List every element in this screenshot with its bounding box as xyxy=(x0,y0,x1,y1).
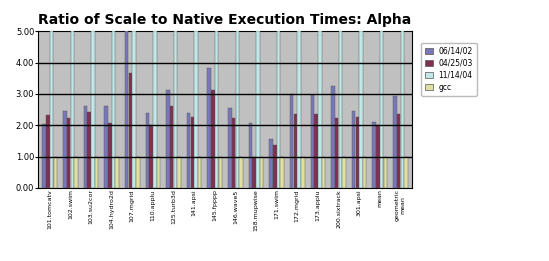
Bar xyxy=(277,31,280,188)
Bar xyxy=(198,157,201,188)
Bar xyxy=(335,118,338,188)
Bar xyxy=(95,157,98,188)
Bar xyxy=(156,157,160,188)
Bar xyxy=(397,114,400,188)
Bar xyxy=(50,31,53,188)
Bar xyxy=(239,157,243,188)
Bar xyxy=(70,31,74,188)
Bar xyxy=(211,90,215,188)
Bar xyxy=(356,117,359,188)
Bar xyxy=(363,157,367,188)
Bar xyxy=(311,95,314,188)
Bar xyxy=(136,157,139,188)
Bar xyxy=(281,157,284,188)
Bar xyxy=(166,90,170,188)
Bar xyxy=(372,122,376,188)
Bar xyxy=(108,123,111,188)
Bar xyxy=(294,114,297,188)
Bar xyxy=(83,106,87,188)
Bar xyxy=(87,112,91,188)
Bar xyxy=(256,31,260,188)
Bar xyxy=(173,31,177,188)
Bar xyxy=(170,105,173,188)
Bar xyxy=(318,31,322,188)
Bar xyxy=(153,31,156,188)
Bar xyxy=(46,115,49,188)
Bar xyxy=(74,157,78,188)
Bar xyxy=(384,157,387,188)
Bar xyxy=(104,106,108,188)
Bar xyxy=(298,31,301,188)
Bar xyxy=(187,113,191,188)
Bar xyxy=(177,157,181,188)
Bar xyxy=(290,94,294,188)
Bar xyxy=(91,31,94,188)
Title: Ratio of Scale to Native Execution Times: Alpha: Ratio of Scale to Native Execution Times… xyxy=(38,13,412,27)
Bar xyxy=(273,145,277,188)
Bar xyxy=(401,31,404,188)
Bar xyxy=(249,123,252,188)
Bar xyxy=(228,108,232,188)
Bar xyxy=(149,125,153,188)
Bar xyxy=(393,96,396,188)
Bar xyxy=(236,31,239,188)
Bar xyxy=(322,157,325,188)
Bar xyxy=(301,157,305,188)
Legend: 06/14/02, 04/25/03, 11/14/04, gcc: 06/14/02, 04/25/03, 11/14/04, gcc xyxy=(421,43,477,96)
Bar xyxy=(219,157,222,188)
Bar xyxy=(191,117,194,188)
Bar xyxy=(67,118,70,188)
Bar xyxy=(339,31,342,188)
Bar xyxy=(115,157,119,188)
Bar xyxy=(145,113,149,188)
Bar xyxy=(359,31,363,188)
Bar xyxy=(270,139,273,188)
Bar xyxy=(128,73,132,188)
Bar xyxy=(132,31,136,188)
Bar xyxy=(253,157,256,188)
Bar xyxy=(260,157,264,188)
Bar xyxy=(232,118,236,188)
Bar xyxy=(380,31,383,188)
Bar xyxy=(208,68,211,188)
Bar xyxy=(343,157,346,188)
Bar xyxy=(215,31,219,188)
Bar xyxy=(125,31,128,188)
Bar xyxy=(42,124,46,188)
Bar xyxy=(314,114,318,188)
Bar xyxy=(331,86,335,188)
Bar xyxy=(54,157,57,188)
Bar xyxy=(112,31,115,188)
Bar xyxy=(376,125,380,188)
Bar xyxy=(404,157,408,188)
Bar xyxy=(194,31,198,188)
Bar xyxy=(63,111,66,188)
Bar xyxy=(352,111,355,188)
